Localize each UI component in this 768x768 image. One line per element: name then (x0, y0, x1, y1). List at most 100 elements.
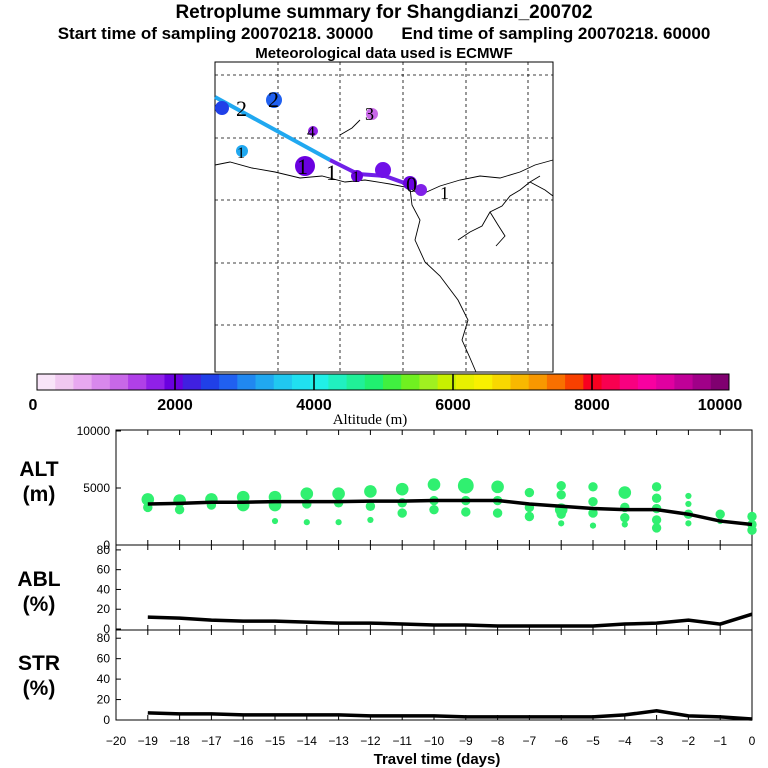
altitude-point (491, 480, 504, 494)
altitude-point (715, 509, 725, 519)
alt-panel-label: ALT (19, 458, 58, 481)
altitude-point (461, 507, 471, 517)
colorbar-swatch (546, 374, 566, 390)
colorbar-swatch (674, 374, 694, 390)
altitude-point (556, 490, 566, 500)
altitude-point (300, 487, 314, 501)
colorbar-tick: 0 (29, 397, 38, 414)
colorbar-swatch (200, 374, 220, 390)
x-tick-label: −7 (523, 734, 537, 748)
panel-abl: 0 20 40 60 80 (97, 543, 753, 636)
colorbar-swatch (91, 374, 111, 390)
x-tick-label: −3 (650, 734, 664, 748)
x-tick-label: −4 (618, 734, 632, 748)
abl-line (147, 612, 753, 628)
x-tick-label: −5 (586, 734, 600, 748)
y-tick-label: 60 (97, 563, 111, 577)
x-tick-label: −15 (265, 734, 286, 748)
map-borders (214, 119, 554, 373)
colorbar-swatch (619, 374, 639, 390)
x-tick-label: −19 (138, 734, 159, 748)
trajectory-label: 2 (268, 87, 279, 112)
x-tick-label: −16 (233, 734, 254, 748)
colorbar-tick: 8000 (574, 397, 610, 414)
colorbar-swatch (437, 374, 457, 390)
trajectory-label: 1 (352, 169, 360, 186)
colorbar-swatch (255, 374, 275, 390)
altitude-point (588, 496, 598, 507)
colorbar-swatch (419, 374, 439, 390)
y-tick-label: 40 (97, 582, 111, 596)
trajectory-marker (215, 101, 229, 115)
trajectory-label: 4 (307, 124, 315, 141)
colorbar-swatch (346, 374, 366, 390)
altitude-point (685, 492, 692, 500)
altitude-point (174, 504, 185, 515)
colorbar-swatch (565, 374, 584, 390)
start-time: Start time of sampling 20070218. 30000 (57, 24, 374, 43)
end-time: End time of sampling 20070218. 60000 (401, 24, 711, 43)
x-tick-label: −13 (328, 734, 349, 748)
altitude-point (651, 515, 662, 525)
altitude-point (618, 486, 632, 499)
colorbar-swatch (455, 374, 475, 390)
panel-alt: 0 5000 10000 (77, 424, 757, 552)
altitude-point (427, 478, 441, 491)
map-frame (214, 61, 554, 373)
altitude-point (332, 487, 345, 501)
colorbar-frame (36, 373, 730, 391)
y-tick-label: 10000 (77, 424, 111, 438)
map-gridlines (215, 62, 553, 372)
x-tick-label: 0 (749, 734, 756, 748)
str-line (147, 709, 753, 721)
panel-frame (115, 629, 753, 721)
colorbar-swatch (364, 374, 384, 390)
colorbar-swatch (273, 374, 293, 390)
colorbar-swatch (219, 374, 238, 390)
colorbar-tick: 2000 (157, 397, 193, 414)
colorbar-swatch (474, 374, 493, 390)
trajectory-marker (266, 92, 282, 108)
y-tick-label: 5000 (83, 481, 110, 495)
colorbar-tick: 4000 (296, 397, 332, 414)
altitude-point (367, 516, 374, 524)
altitude-point (364, 485, 377, 498)
trajectory-marker (366, 108, 378, 120)
colorbar-swatch (237, 374, 257, 390)
x-tick-label: −9 (459, 734, 473, 748)
altitude-point (429, 504, 439, 515)
altitude-point (335, 519, 342, 526)
colorbar-swatch (164, 374, 184, 390)
colorbar-tick: 6000 (435, 397, 471, 414)
trajectory-marker (403, 176, 417, 190)
x-tick-label: −10 (424, 734, 445, 748)
trajectory-markers (215, 92, 427, 196)
altitude-point (556, 509, 566, 519)
colorbar-swatch (492, 374, 511, 390)
y-tick-label: 0 (103, 622, 110, 636)
colorbar-swatch (601, 374, 621, 390)
colorbar-swatch (528, 374, 548, 390)
altitude-point (588, 508, 598, 518)
altitude-point (457, 477, 474, 494)
x-tick-label: −2 (682, 734, 696, 748)
altitude-point (397, 508, 407, 518)
colorbar-swatch (109, 374, 129, 390)
trajectory-label: 3 (365, 104, 374, 124)
altitude-point (271, 517, 279, 525)
colorbar-swatch (383, 374, 402, 390)
altitude-point (589, 522, 597, 529)
x-tick-label: −1 (713, 734, 727, 748)
colorbar-swatch (128, 374, 147, 390)
x-tick-label: −14 (297, 734, 318, 748)
colorbar-swatch (710, 374, 730, 390)
colorbar-swatch (73, 374, 93, 390)
altitude-point (651, 493, 662, 503)
str-panel-label: STR (18, 652, 60, 675)
trajectory-labels: 2 2 1 4 1 1 0 1 1 3 (236, 87, 449, 203)
altitude-point (620, 512, 630, 523)
abl-panel-label: ABL (17, 568, 60, 591)
